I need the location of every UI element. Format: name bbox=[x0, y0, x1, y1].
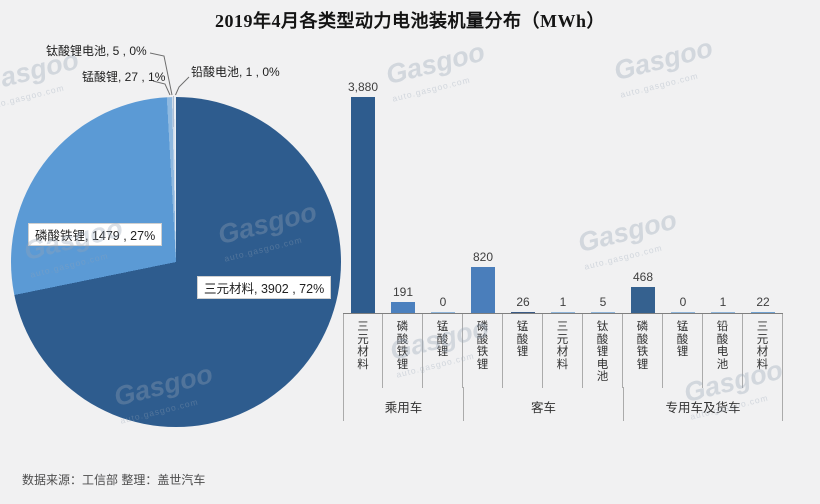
pie-callout-lmo: 锰酸锂, 27 , 1% bbox=[82, 70, 166, 84]
category-label: 三元材料 bbox=[743, 314, 783, 388]
category-label: 磷酸铁锂 bbox=[463, 314, 503, 388]
bar-value-label: 0 bbox=[439, 295, 447, 309]
gasgoo-watermark: Gasgoo auto.gasgoo.com bbox=[610, 32, 716, 100]
gasgoo-watermark: Gasgoo auto.gasgoo.com bbox=[382, 36, 488, 104]
bar bbox=[631, 287, 655, 313]
bar-value-label: 191 bbox=[392, 285, 414, 299]
bar-value-label: 468 bbox=[632, 270, 654, 284]
bar bbox=[591, 312, 615, 313]
bar-value-label: 5 bbox=[599, 295, 607, 309]
gasgoo-watermark: Gasgoo auto.gasgoo.com bbox=[574, 204, 680, 272]
bar-category-axis: 三元材料磷酸铁锂锰酸锂磷酸铁锂锰酸锂三元材料钛酸锂电池磷酸铁锂锰酸锂铅酸电池三元… bbox=[343, 313, 783, 388]
bar bbox=[751, 312, 775, 313]
chart-title: 2019年4月各类型动力电池装机量分布（MWh） bbox=[215, 11, 605, 31]
pie-callout-ternary: 三元材料, 3902 , 72% bbox=[197, 276, 332, 299]
category-label: 钛酸锂电池 bbox=[583, 314, 623, 388]
bar-value-label: 1 bbox=[719, 295, 727, 309]
bar bbox=[671, 312, 695, 313]
bar bbox=[551, 312, 575, 313]
pie-callout-lead-acid: 铅酸电池, 1 , 0% bbox=[191, 65, 280, 79]
pie-callout-lfp: 磷酸铁锂, 1479 , 27% bbox=[28, 223, 163, 246]
group-label: 乘用车 bbox=[343, 387, 463, 421]
bar bbox=[391, 302, 415, 313]
bar bbox=[511, 312, 535, 313]
category-label: 锰酸锂 bbox=[423, 314, 463, 388]
bar bbox=[351, 97, 375, 313]
source-note: 数据来源：工信部 整理：盖世汽车 bbox=[22, 473, 206, 487]
pie-chart bbox=[11, 97, 341, 427]
bar-value-label: 3,880 bbox=[347, 80, 379, 94]
bar-group-axis: 乘用车 客车 专用车及货车 bbox=[343, 387, 783, 421]
category-label: 磷酸铁锂 bbox=[383, 314, 423, 388]
category-label: 锰酸锂 bbox=[663, 314, 703, 388]
category-label: 铅酸电池 bbox=[703, 314, 743, 388]
bar bbox=[431, 312, 455, 313]
bar-value-label: 820 bbox=[472, 250, 494, 264]
category-label: 锰酸锂 bbox=[503, 314, 543, 388]
bar-value-label: 1 bbox=[559, 295, 567, 309]
bar-value-label: 26 bbox=[516, 295, 530, 309]
bar bbox=[711, 312, 735, 313]
bar bbox=[471, 267, 495, 313]
group-label: 专用车及货车 bbox=[623, 387, 783, 421]
group-label: 客车 bbox=[463, 387, 623, 421]
category-label: 三元材料 bbox=[343, 314, 383, 388]
category-label: 三元材料 bbox=[543, 314, 583, 388]
pie-callout-titanate: 钛酸锂电池, 5 , 0% bbox=[46, 44, 147, 58]
bar-value-label: 22 bbox=[756, 295, 770, 309]
bar-value-label: 0 bbox=[679, 295, 687, 309]
category-label: 磷酸铁锂 bbox=[623, 314, 663, 388]
